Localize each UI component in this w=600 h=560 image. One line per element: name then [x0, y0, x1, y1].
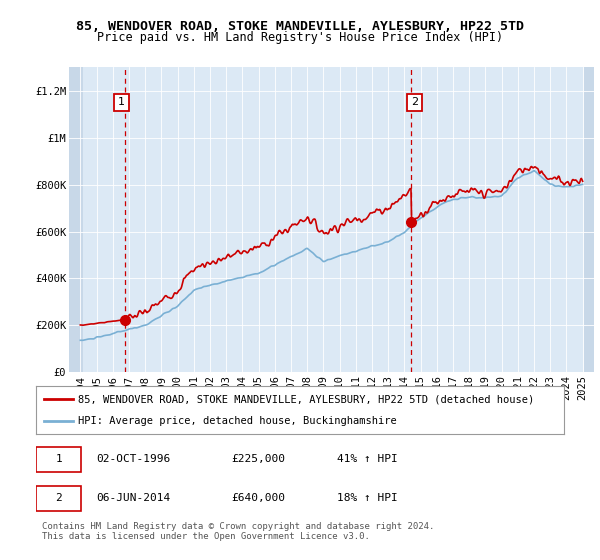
Bar: [69, 67, 83, 372]
Text: 85, WENDOVER ROAD, STOKE MANDEVILLE, AYLESBURY, HP22 5TD: 85, WENDOVER ROAD, STOKE MANDEVILLE, AYL…: [76, 20, 524, 32]
Text: 06-JUN-2014: 06-JUN-2014: [97, 493, 171, 503]
Text: £225,000: £225,000: [232, 454, 286, 464]
Text: 2: 2: [55, 493, 62, 503]
Text: HPI: Average price, detached house, Buckinghamshire: HPI: Average price, detached house, Buck…: [78, 416, 397, 426]
Text: £640,000: £640,000: [232, 493, 286, 503]
FancyBboxPatch shape: [36, 447, 81, 472]
Text: Contains HM Land Registry data © Crown copyright and database right 2024.
This d: Contains HM Land Registry data © Crown c…: [42, 522, 434, 542]
Text: 02-OCT-1996: 02-OCT-1996: [97, 454, 171, 464]
Text: 41% ↑ HPI: 41% ↑ HPI: [337, 454, 398, 464]
Bar: [584, 67, 596, 372]
FancyBboxPatch shape: [36, 486, 81, 511]
Text: 85, WENDOVER ROAD, STOKE MANDEVILLE, AYLESBURY, HP22 5TD (detached house): 85, WENDOVER ROAD, STOKE MANDEVILLE, AYL…: [78, 394, 535, 404]
Text: 2: 2: [411, 97, 418, 108]
Text: Price paid vs. HM Land Registry's House Price Index (HPI): Price paid vs. HM Land Registry's House …: [97, 31, 503, 44]
Text: 1: 1: [118, 97, 125, 108]
Text: 1: 1: [55, 454, 62, 464]
Text: 18% ↑ HPI: 18% ↑ HPI: [337, 493, 398, 503]
